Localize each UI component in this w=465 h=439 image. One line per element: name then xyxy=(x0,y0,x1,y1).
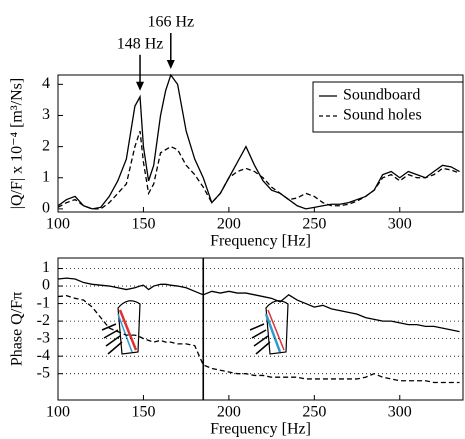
x-tick-label: 300 xyxy=(388,216,412,233)
legend-label: Sound holes xyxy=(343,107,422,124)
data-line xyxy=(57,130,460,210)
y-tick-label: -5 xyxy=(37,364,50,381)
data-line xyxy=(57,295,460,384)
y-tick-label: 4 xyxy=(42,75,50,92)
y-tick-label: 1 xyxy=(42,168,50,185)
legend-box xyxy=(312,81,464,133)
y-tick-label: -3 xyxy=(37,329,50,346)
x-axis-label: Frequency [Hz] xyxy=(210,233,311,250)
data-line xyxy=(57,277,460,333)
y-tick-label: 1 xyxy=(42,259,50,276)
y-tick-label: -4 xyxy=(37,347,50,364)
x-tick-label: 200 xyxy=(217,216,241,233)
x-tick-label: 150 xyxy=(131,216,155,233)
arrow-head xyxy=(136,81,145,91)
x-tick-label: 150 xyxy=(131,404,155,421)
y-axis-label: |Q/F| x 10⁻⁴ [m³/Ns] xyxy=(9,78,26,209)
harp-icon xyxy=(249,300,289,355)
legend-label: Soundboard xyxy=(343,87,420,104)
x-tick-label: 100 xyxy=(46,216,70,233)
x-tick-label: 250 xyxy=(302,404,326,421)
y-tick-label: -1 xyxy=(37,294,50,311)
y-tick-label: 3 xyxy=(42,106,50,123)
x-axis-label: Frequency [Hz] xyxy=(210,421,311,438)
annotation-label: 148 Hz xyxy=(117,35,164,52)
x-tick-label: 250 xyxy=(302,216,326,233)
harp-icon xyxy=(101,300,141,355)
annotation-label: 166 Hz xyxy=(147,14,194,31)
plot-frame xyxy=(57,74,464,213)
y-tick-label: 0 xyxy=(42,200,50,217)
y-tick-label: 0 xyxy=(42,277,50,294)
data-line xyxy=(57,73,460,210)
x-tick-label: 200 xyxy=(217,404,241,421)
x-tick-label: 300 xyxy=(388,404,412,421)
y-axis-label: Phase Q/Fπ xyxy=(9,292,26,366)
x-tick-label: 100 xyxy=(46,404,70,421)
plot-frame xyxy=(57,257,464,401)
y-tick-label: 2 xyxy=(42,137,50,154)
arrow-head xyxy=(166,60,175,69)
y-tick-label: -2 xyxy=(37,312,50,329)
